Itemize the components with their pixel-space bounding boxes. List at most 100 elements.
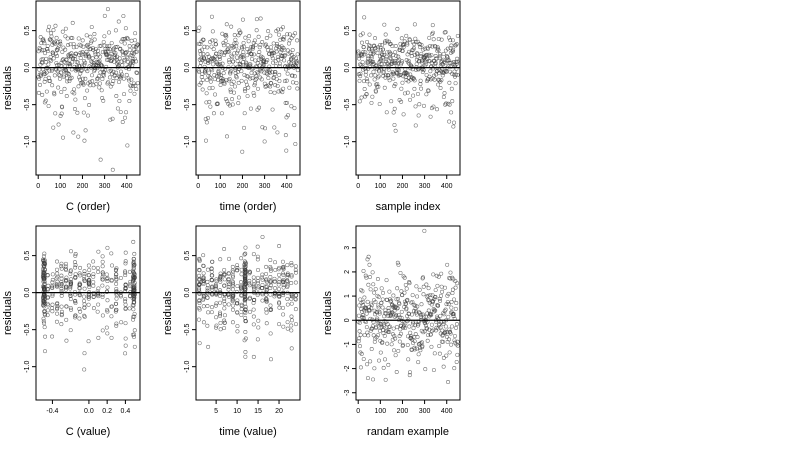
data-point bbox=[421, 314, 426, 319]
data-point bbox=[129, 38, 134, 43]
data-point bbox=[445, 46, 450, 51]
data-point bbox=[277, 265, 282, 270]
data-point bbox=[59, 90, 64, 95]
data-point bbox=[289, 273, 294, 278]
data-point bbox=[204, 100, 209, 105]
data-point bbox=[368, 51, 373, 56]
data-point bbox=[104, 272, 109, 277]
data-point bbox=[227, 60, 232, 65]
data-point bbox=[212, 57, 217, 62]
data-point bbox=[59, 293, 64, 298]
data-point bbox=[264, 271, 269, 276]
data-point bbox=[264, 287, 269, 292]
data-point bbox=[213, 286, 218, 291]
data-point bbox=[292, 74, 297, 79]
data-point bbox=[128, 83, 133, 88]
data-point bbox=[95, 48, 100, 53]
data-point bbox=[256, 71, 261, 76]
data-point bbox=[415, 91, 420, 96]
data-point bbox=[376, 333, 381, 338]
y-tick-label: -0.5 bbox=[184, 324, 191, 336]
data-point bbox=[381, 47, 385, 52]
data-point bbox=[242, 56, 247, 61]
data-point bbox=[124, 72, 129, 77]
data-point bbox=[421, 292, 426, 297]
data-point bbox=[112, 59, 117, 64]
data-point bbox=[225, 99, 230, 104]
x-tick-label: 100 bbox=[214, 183, 226, 190]
data-point bbox=[253, 58, 258, 63]
data-point bbox=[40, 92, 45, 97]
data-point bbox=[437, 351, 442, 356]
data-point bbox=[268, 257, 273, 262]
y-axis-label: residuals bbox=[2, 290, 14, 335]
data-point bbox=[78, 265, 83, 270]
data-point bbox=[207, 75, 212, 80]
data-point bbox=[398, 331, 403, 336]
data-point bbox=[273, 279, 278, 284]
data-point bbox=[250, 57, 254, 61]
data-point bbox=[387, 78, 392, 83]
data-point bbox=[88, 83, 93, 88]
data-point bbox=[269, 307, 274, 312]
x-axis-label: time (value) bbox=[219, 426, 276, 438]
data-point bbox=[432, 351, 437, 356]
data-point bbox=[69, 75, 74, 80]
x-axis-label: C (order) bbox=[66, 201, 110, 213]
data-point bbox=[399, 309, 404, 314]
data-point bbox=[205, 323, 210, 328]
data-point bbox=[413, 104, 418, 109]
data-point bbox=[255, 86, 260, 91]
data-point bbox=[442, 59, 447, 64]
data-point bbox=[430, 328, 435, 333]
data-point bbox=[422, 329, 427, 334]
data-point bbox=[260, 298, 265, 303]
data-point bbox=[382, 22, 387, 27]
data-point bbox=[205, 279, 210, 284]
data-point bbox=[448, 331, 453, 336]
data-point bbox=[242, 276, 247, 281]
data-point bbox=[85, 88, 90, 93]
data-point bbox=[381, 365, 386, 370]
data-point bbox=[365, 376, 370, 381]
data-point bbox=[277, 78, 282, 83]
data-point bbox=[55, 304, 60, 309]
data-point bbox=[219, 111, 224, 116]
data-point bbox=[128, 294, 133, 299]
data-point bbox=[386, 67, 391, 72]
data-point bbox=[57, 76, 62, 81]
y-tick-label: -1.0 bbox=[24, 361, 31, 373]
data-point bbox=[252, 93, 257, 98]
data-point bbox=[77, 271, 82, 276]
data-point bbox=[230, 264, 235, 269]
data-point bbox=[133, 31, 138, 36]
data-point bbox=[280, 25, 285, 30]
data-point bbox=[220, 61, 225, 66]
data-point bbox=[382, 324, 387, 329]
data-point bbox=[242, 338, 247, 343]
data-point bbox=[366, 333, 371, 338]
data-point bbox=[426, 59, 431, 64]
data-point bbox=[130, 332, 135, 337]
data-point bbox=[223, 38, 228, 43]
data-point bbox=[405, 90, 410, 95]
data-point bbox=[95, 266, 100, 271]
data-point bbox=[276, 27, 281, 32]
data-point bbox=[371, 377, 376, 382]
data-point bbox=[47, 68, 52, 73]
data-point bbox=[251, 307, 256, 312]
data-point bbox=[403, 325, 408, 330]
data-point bbox=[243, 308, 248, 313]
data-point bbox=[384, 278, 389, 283]
data-point bbox=[73, 300, 78, 305]
data-point bbox=[418, 348, 423, 353]
data-point bbox=[206, 54, 211, 59]
data-point bbox=[295, 68, 300, 73]
data-point bbox=[55, 54, 59, 58]
data-point bbox=[243, 245, 248, 250]
data-point bbox=[431, 368, 436, 373]
data-point bbox=[130, 303, 135, 308]
data-point bbox=[280, 305, 285, 310]
data-point bbox=[445, 300, 450, 305]
data-point bbox=[454, 66, 459, 71]
